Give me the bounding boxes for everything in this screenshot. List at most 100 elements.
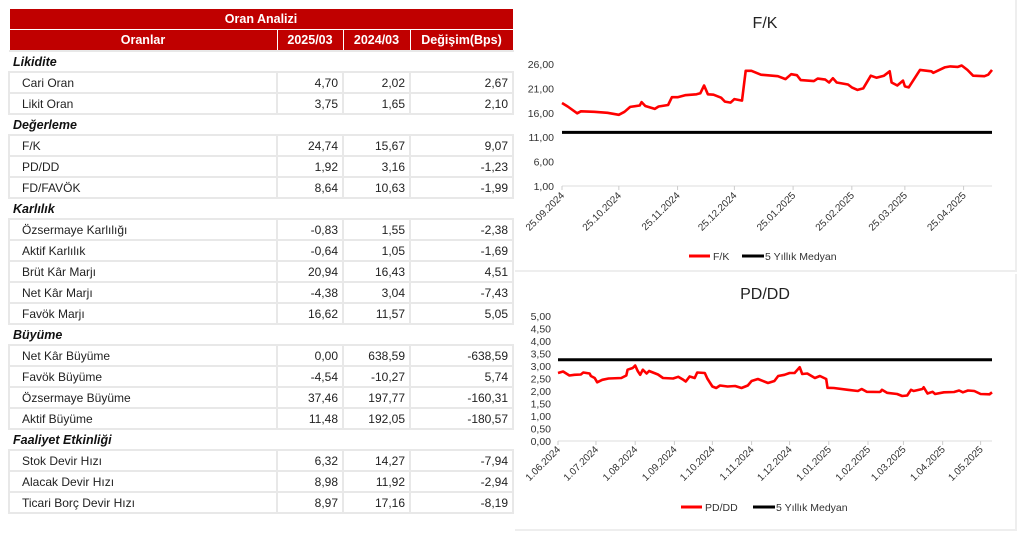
pe-chart: F/K 1,00 6,00 11,00 16,00 21,00 26,00 25.09.202… — [524, 15, 994, 263]
pb-chart: PD/DD 0,000,501,001,502,002,503,003,504,0… — [524, 286, 993, 514]
section-row: Değerleme — [9, 113, 514, 136]
ratio-label: Favök Büyüme — [8, 365, 278, 388]
value-change: -8,19 — [408, 491, 515, 514]
series-line — [557, 364, 993, 398]
table-row: Aktif Büyüme 11,48 192,05 -180,57 — [8, 407, 515, 430]
chart-title: PD/DD — [740, 286, 790, 303]
y-tick-label: 5,00 — [531, 311, 552, 323]
value-change: -1,23 — [408, 155, 515, 178]
value-2025-03: -0,64 — [276, 239, 344, 262]
pe-chart-panel: F/K 1,00 6,00 11,00 16,00 21,00 26,00 25.09.202… — [515, 0, 1017, 272]
value-2025-03: 24,74 — [276, 134, 344, 157]
section-label: Değerleme — [9, 113, 514, 136]
column-header-2024-03: 2024/03 — [342, 29, 411, 52]
value-2025-03: -0,83 — [276, 218, 344, 241]
y-tick-label: 3,50 — [531, 349, 552, 361]
section-row: Karlılık — [9, 197, 514, 220]
y-tick-label: 26,00 — [528, 59, 554, 71]
table-row: Favök Marjı 16,62 11,57 5,05 — [8, 302, 515, 325]
value-change: -1,99 — [408, 176, 515, 199]
value-2025-03: 37,46 — [276, 386, 344, 409]
y-tick-label: 21,00 — [528, 83, 554, 95]
ratio-label: Ticari Borç Devir Hızı — [8, 491, 278, 514]
y-tick-label: 2,00 — [531, 386, 552, 398]
legend-series-label: PD/DD — [705, 502, 738, 514]
ratio-label: Aktif Karlılık — [8, 239, 278, 262]
x-tick-label: 1.08.2024 — [601, 444, 641, 484]
table-row: PD/DD 1,92 3,16 -1,23 — [8, 155, 515, 178]
value-change: -2,94 — [408, 470, 515, 493]
x-tick-label: 1.01.2025 — [795, 444, 835, 484]
legend-median-label: 5 Yıllık Medyan — [776, 502, 848, 514]
value-2024-03: 14,27 — [342, 449, 411, 472]
table-row: Favök Büyüme -4,54 -10,27 5,74 — [8, 365, 515, 388]
table-header-row: Oranlar 2025/03 2024/03 Değişim(Bps) — [8, 29, 514, 52]
y-tick-label: 1,00 — [534, 181, 555, 193]
legend-median-label: 5 Yıllık Medyan — [765, 251, 837, 263]
value-change: -638,59 — [408, 344, 515, 367]
table-row: Cari Oran 4,70 2,02 2,67 — [8, 71, 515, 94]
value-change: 4,51 — [408, 260, 515, 283]
x-tick-label: 1.07.2024 — [562, 444, 602, 484]
x-tick-label: 1.10.2024 — [678, 444, 718, 484]
table-title-row: Oran Analizi — [8, 8, 514, 30]
value-2024-03: 192,05 — [342, 407, 411, 430]
value-change: 5,74 — [408, 365, 515, 388]
table-row: Alacak Devir Hızı 8,98 11,92 -2,94 — [8, 470, 515, 493]
value-2024-03: 1,05 — [342, 239, 411, 262]
value-change: -160,31 — [408, 386, 515, 409]
x-tick-label: 25.12.2024 — [696, 190, 739, 233]
section-label: Büyüme — [9, 323, 514, 346]
value-2025-03: 3,75 — [276, 92, 344, 115]
series-line — [561, 64, 994, 117]
section-label: Faaliyet Etkinliği — [9, 428, 514, 451]
y-tick-label: 4,00 — [531, 336, 552, 348]
x-tick-label: 25.11.2024 — [640, 190, 683, 233]
ratio-label: Alacak Devir Hızı — [8, 470, 278, 493]
table-row: Ticari Borç Devir Hızı 8,97 17,16 -8,19 — [8, 491, 515, 514]
value-2024-03: 11,92 — [342, 470, 411, 493]
value-2025-03: 0,00 — [276, 344, 344, 367]
x-tick-label: 1.05.2025 — [946, 444, 986, 484]
value-2025-03: -4,54 — [276, 365, 344, 388]
ratio-label: Likit Oran — [8, 92, 278, 115]
x-tick-label: 1.06.2024 — [524, 444, 564, 484]
value-2025-03: 11,48 — [276, 407, 344, 430]
value-change: -1,69 — [408, 239, 515, 262]
value-2024-03: 17,16 — [342, 491, 411, 514]
table-row: Özsermaye Karlılığı -0,83 1,55 -2,38 — [8, 218, 515, 241]
value-2025-03: 16,62 — [276, 302, 344, 325]
value-2024-03: 16,43 — [342, 260, 411, 283]
column-header-change: Değişim(Bps) — [409, 29, 514, 52]
ratio-label: Aktif Büyüme — [8, 407, 278, 430]
value-2024-03: 197,77 — [342, 386, 411, 409]
ratio-label: Özsermaye Karlılığı — [8, 218, 278, 241]
value-2025-03: 4,70 — [276, 71, 344, 94]
ratio-label: Net Kâr Marjı — [8, 281, 278, 304]
x-tick-label: 25.03.2025 — [867, 190, 910, 233]
y-tick-label: 1,00 — [531, 411, 552, 423]
value-2025-03: -4,38 — [276, 281, 344, 304]
x-tick-label: 1.11.2024 — [718, 444, 757, 483]
y-tick-label: 11,00 — [529, 132, 555, 144]
ratio-label: Cari Oran — [8, 71, 278, 94]
section-row: Büyüme — [9, 323, 514, 346]
table-row: FD/FAVÖK 8,64 10,63 -1,99 — [8, 176, 515, 199]
section-label: Karlılık — [9, 197, 514, 220]
chart-title: F/K — [753, 15, 778, 32]
section-row: Faaliyet Etkinliği — [9, 428, 514, 451]
x-tick-label: 1.04.2025 — [909, 444, 949, 484]
table-row: Özsermaye Büyüme 37,46 197,77 -160,31 — [8, 386, 515, 409]
value-2024-03: 3,16 — [342, 155, 411, 178]
ratio-analysis-table: Oran Analizi Oranlar 2025/03 2024/03 Değ… — [8, 8, 515, 514]
ratio-label: Özsermaye Büyüme — [8, 386, 278, 409]
x-tick-label: 1.03.2025 — [869, 444, 909, 484]
ratio-label: Favök Marjı — [8, 302, 278, 325]
value-change: -7,43 — [408, 281, 515, 304]
value-2024-03: 2,02 — [342, 71, 411, 94]
value-change: 2,10 — [408, 92, 515, 115]
y-tick-label: 2,50 — [531, 374, 552, 386]
x-tick-label: 25.10.2024 — [581, 190, 624, 233]
table-row: Net Kâr Büyüme 0,00 638,59 -638,59 — [8, 344, 515, 367]
x-tick-label: 1.12.2024 — [755, 444, 795, 484]
